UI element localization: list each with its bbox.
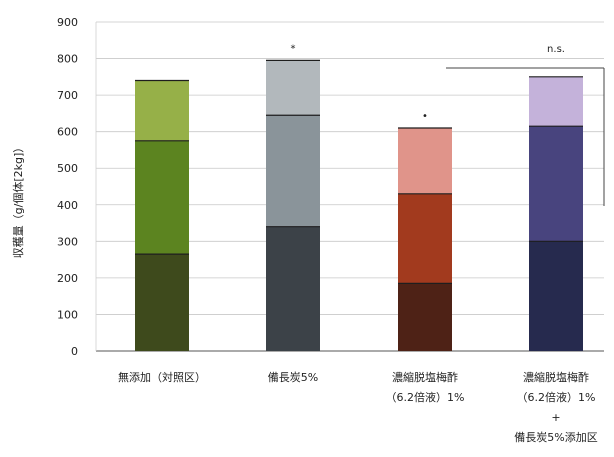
significance-marker: • (422, 111, 428, 122)
y-tick-label: 600 (57, 126, 78, 139)
bar-segment (266, 60, 320, 116)
category-label: （6.2倍液）1% (517, 390, 596, 404)
y-tick-label: 700 (57, 89, 78, 102)
category-label: 無添加（対照区） (118, 370, 206, 384)
y-tick-label: 900 (57, 16, 78, 29)
category-label: 濃縮脱塩梅酢 (523, 370, 589, 384)
y-tick-label: 200 (57, 272, 78, 285)
bar-segment (135, 254, 189, 351)
y-tick-label: 100 (57, 308, 78, 321)
bar-segment (529, 76, 583, 127)
category-label: 備長炭5%添加区 (514, 430, 597, 444)
bar-segment (398, 193, 452, 284)
y-tick-label: 800 (57, 53, 78, 66)
category-label: （6.2倍液）1% (386, 390, 465, 404)
y-tick-label: 400 (57, 199, 78, 212)
bar-segment (398, 283, 452, 351)
category-label: 備長炭5% (268, 371, 318, 384)
category-labels: 無添加（対照区） 備長炭5% 濃縮脱塩梅酢 （6.2倍液）1% 濃縮脱塩梅酢 （6.2倍液… (118, 370, 598, 444)
y-axis-label: 収穫量（g/個体[2kg]） (11, 142, 25, 259)
significance-bracket (446, 67, 605, 206)
y-axis: 0 100 200 300 400 500 600 700 800 900 (57, 16, 97, 358)
bar-segment (266, 226, 320, 351)
bar-segment (135, 140, 189, 255)
bar-segment (529, 241, 583, 351)
bar-segment (529, 126, 583, 242)
significance-label: n.s. (547, 44, 565, 55)
bars (135, 59, 583, 351)
y-tick-label: 300 (57, 235, 78, 248)
annotations: * • n.s. (291, 43, 605, 206)
y-tick-label: 500 (57, 162, 78, 175)
significance-marker: * (291, 43, 296, 54)
bar-segment (266, 115, 320, 227)
bar-segment (135, 80, 189, 141)
y-tick-label: 0 (71, 345, 78, 358)
category-label: + (551, 411, 560, 424)
category-label: 濃縮脱塩梅酢 (392, 370, 458, 384)
bar-segment (398, 128, 452, 194)
